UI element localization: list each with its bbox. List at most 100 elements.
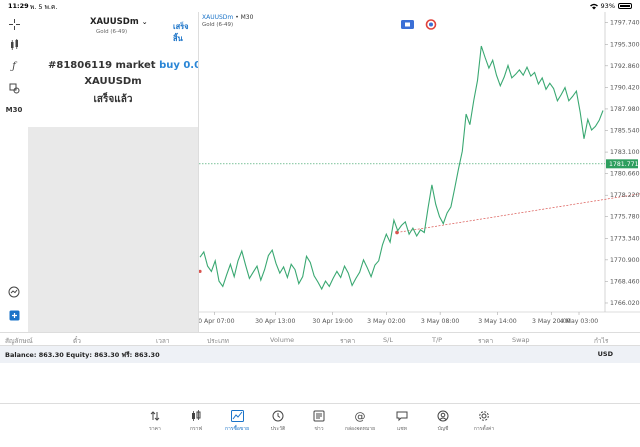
col-sl[interactable]: S/L xyxy=(383,336,393,344)
chat-icon xyxy=(396,411,408,422)
order-result-card: XAUUSDm ⌄ Gold (6-49) เสร็จสิ้น #8180611… xyxy=(28,12,208,127)
order-trend-line xyxy=(396,193,640,233)
x-tick-label: 3 May 08:00 xyxy=(421,318,460,325)
status-right: 93% xyxy=(589,2,632,10)
positions-table-header: สัญลักษณ์ ตั๋ว เวลา ประเภท Volume ราคา S… xyxy=(0,332,640,346)
status-time: 11:29 xyxy=(8,2,29,10)
y-tick-label: 1783.100 xyxy=(610,149,640,156)
tab-quotes[interactable]: ราคา xyxy=(135,409,175,433)
tab-chart[interactable]: กราฟ xyxy=(176,409,216,433)
y-tick-label: 1775.780 xyxy=(610,214,640,221)
left-toolbar: ƒ M30 xyxy=(0,12,28,332)
bottom-tab-bar: ราคา กราฟ การซื้อขาย ประวัติ ข่าว @ กล่อ… xyxy=(0,403,640,447)
x-tick-label: 3 May 02:00 xyxy=(367,318,406,325)
chart-symbol: XAUUSDm xyxy=(202,14,234,21)
col-tp[interactable]: T/P xyxy=(432,336,443,344)
symbol-description: Gold (6-49) xyxy=(96,29,128,35)
y-tick-label: 1795.300 xyxy=(610,41,640,48)
col-price-current[interactable]: ราคา xyxy=(478,337,494,345)
tab-label: ราคา xyxy=(149,426,161,432)
objects-icon[interactable] xyxy=(4,80,24,96)
updown-icon xyxy=(150,411,160,421)
x-tick-label: 3 May 20:00 xyxy=(532,318,571,325)
tab-label: กล่องจดหมาย xyxy=(344,426,376,432)
order-ticket-line: #81806119 market buy 0.03 xyxy=(48,60,208,71)
order-entry-marker xyxy=(395,230,399,235)
current-price-label: 1781.771 xyxy=(609,161,639,168)
status-date: พ. 5 พ.ค. xyxy=(30,3,58,11)
symbol-selector[interactable]: XAUUSDm ⌄ xyxy=(90,17,148,27)
account-icon xyxy=(437,410,449,422)
speedometer-icon[interactable] xyxy=(4,284,24,300)
chart-settings-icon[interactable] xyxy=(425,19,437,30)
y-tick-label: 1766.020 xyxy=(610,300,640,307)
col-ticket[interactable]: ตั๋ว xyxy=(73,337,81,345)
y-tick-label: 1797.740 xyxy=(610,20,640,27)
y-tick-label: 1778.220 xyxy=(610,192,640,199)
tab-label: การซื้อขาย xyxy=(224,426,250,432)
candles-icon xyxy=(192,410,201,421)
news-icon xyxy=(313,410,325,422)
balance-currency: USD xyxy=(597,350,613,358)
tab-settings[interactable]: การตั้งค่า xyxy=(464,409,504,433)
wifi-icon xyxy=(589,3,598,9)
y-tick-label: 1785.540 xyxy=(610,128,640,135)
done-button[interactable]: เสร็จสิ้น xyxy=(173,22,189,43)
history-icon xyxy=(272,410,284,422)
indicators-icon[interactable] xyxy=(4,36,24,52)
y-tick-label: 1768.460 xyxy=(610,278,640,285)
x-tick-label: 3 May 14:00 xyxy=(478,318,517,325)
col-time[interactable]: เวลา xyxy=(156,337,170,345)
new-order-icon[interactable] xyxy=(4,307,24,323)
tab-history[interactable]: ประวัติ xyxy=(258,409,298,433)
mail-icon: @ xyxy=(354,409,366,423)
x-tick-label: 30 Apr 19:00 xyxy=(312,318,352,325)
tab-label: ข่าว xyxy=(314,426,324,432)
y-tick-label: 1787.980 xyxy=(610,106,640,113)
order-action: buy 0.03 xyxy=(159,60,209,71)
trade-chart-icon xyxy=(230,410,244,422)
chart-title: XAUUSDm • M30 xyxy=(202,14,253,21)
tab-label: บัญชี xyxy=(437,426,449,432)
crosshair-icon[interactable] xyxy=(4,16,24,32)
symbol-name: XAUUSDm xyxy=(90,17,139,27)
col-price[interactable]: ราคา xyxy=(340,337,356,345)
tab-mailbox[interactable]: @ กล่องจดหมาย xyxy=(340,409,380,433)
tab-news[interactable]: ข่าว xyxy=(299,409,339,433)
timeframe-button[interactable]: M30 xyxy=(5,106,23,114)
col-swap[interactable]: Swap xyxy=(512,336,530,344)
left-edge-marker xyxy=(199,269,202,273)
col-volume[interactable]: Volume xyxy=(270,336,295,344)
tab-label: การตั้งค่า xyxy=(473,426,495,432)
tab-label: แชท xyxy=(397,426,407,432)
status-bar: 11:29 พ. 5 พ.ค. 93% xyxy=(0,0,640,12)
y-tick-label: 1773.340 xyxy=(610,235,640,242)
tab-label: ประวัติ xyxy=(270,426,286,432)
tab-label: กราฟ xyxy=(189,426,203,432)
gear-icon xyxy=(479,411,489,421)
chart-svg: 1781.771 1797.740 1795.300 1792.860 1790.42… xyxy=(199,12,640,325)
order-ticket: #81806119 market xyxy=(48,60,160,71)
x-tick-label: 30 Apr 07:00 xyxy=(199,318,235,325)
chart-subtitle: Gold (6-49) xyxy=(202,22,234,28)
x-tick-label: 30 Apr 13:00 xyxy=(255,318,295,325)
tab-trade[interactable]: การซื้อขาย xyxy=(217,409,257,433)
battery-percent: 93% xyxy=(600,2,615,10)
y-tick-label: 1770.900 xyxy=(610,257,640,264)
y-tick-label: 1792.860 xyxy=(610,63,640,70)
one-click-trading-icon[interactable] xyxy=(401,20,414,29)
y-tick-label: 1790.420 xyxy=(610,84,640,91)
col-profit[interactable]: กำไร xyxy=(594,337,609,345)
chevron-down-icon: ⌄ xyxy=(141,18,148,26)
current-price-tag xyxy=(606,159,638,169)
col-symbol[interactable]: สัญลักษณ์ xyxy=(5,337,33,345)
balance-row: Balance: 863.30 Equity: 863.30 ฟรี: 863.… xyxy=(0,346,640,363)
col-type[interactable]: ประเภท xyxy=(207,337,229,345)
order-symbol: XAUUSDm xyxy=(84,76,142,87)
x-tick-label: 4 May 03:00 xyxy=(560,318,599,325)
order-panel: XAUUSDm ⌄ Gold (6-49) เสร็จสิ้น #8180611… xyxy=(28,12,208,332)
price-chart[interactable]: XAUUSDm • M30 Gold (6-49) 1781.771 1797.… xyxy=(198,12,640,332)
tab-account[interactable]: บัญชี xyxy=(423,409,463,433)
tab-chat[interactable]: แชท xyxy=(382,409,422,433)
function-icon[interactable]: ƒ xyxy=(12,60,16,72)
